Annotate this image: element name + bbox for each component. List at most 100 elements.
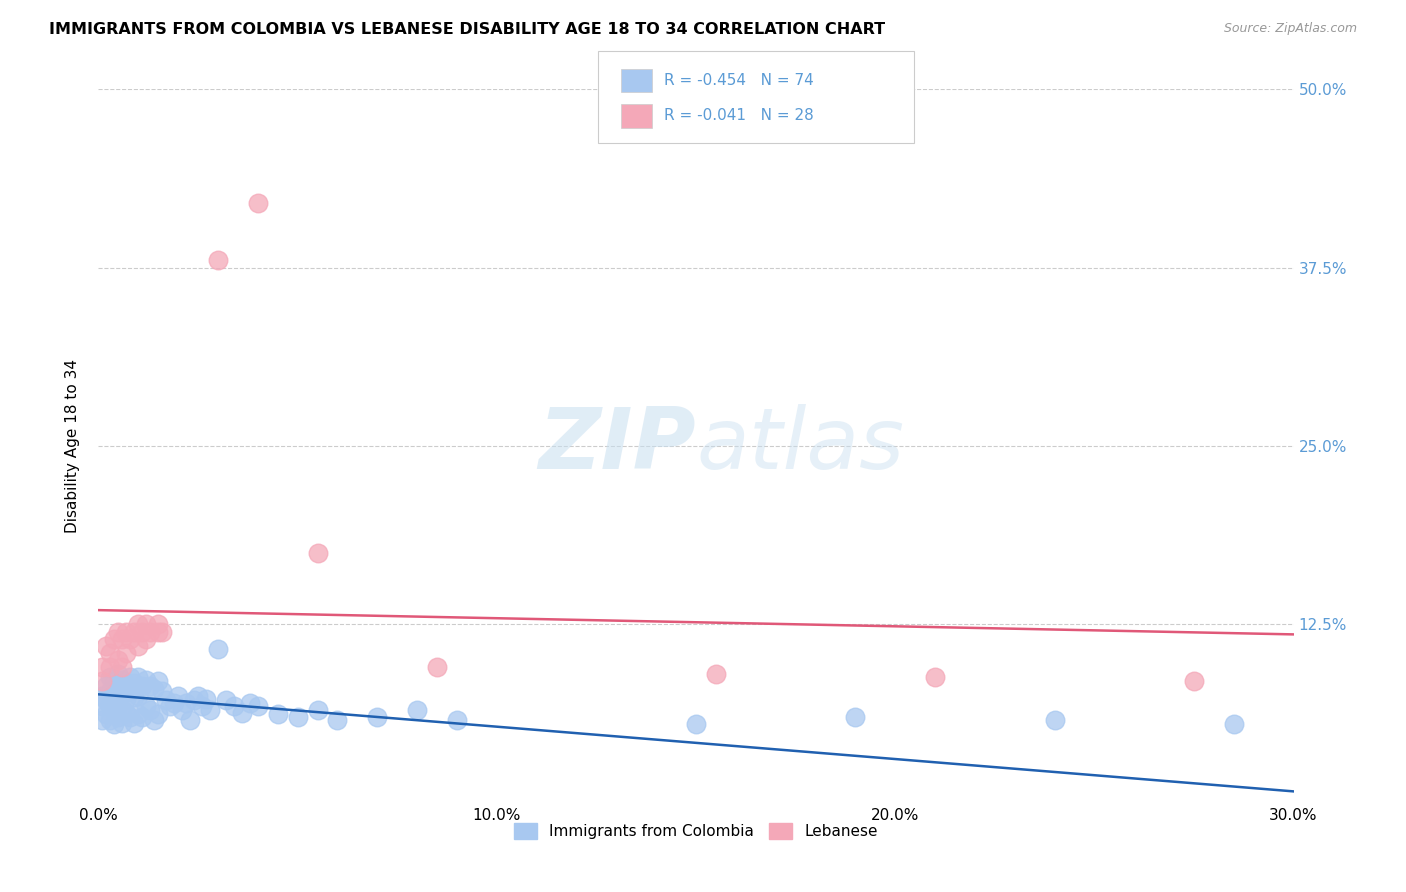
Point bbox=[107, 681, 129, 696]
Point bbox=[111, 673, 134, 687]
Point bbox=[150, 624, 173, 639]
Point bbox=[167, 689, 190, 703]
Point bbox=[91, 689, 114, 703]
Point bbox=[115, 677, 138, 691]
Y-axis label: Disability Age 18 to 34: Disability Age 18 to 34 bbox=[65, 359, 80, 533]
Point bbox=[198, 703, 221, 717]
Point bbox=[91, 660, 114, 674]
Point bbox=[127, 617, 149, 632]
Point bbox=[139, 703, 162, 717]
Point bbox=[127, 707, 149, 722]
Point bbox=[163, 696, 186, 710]
Point bbox=[135, 632, 157, 646]
Point bbox=[246, 698, 269, 713]
Point bbox=[103, 703, 125, 717]
Point bbox=[139, 679, 162, 693]
Point bbox=[131, 710, 153, 724]
Point bbox=[143, 713, 166, 727]
Point bbox=[159, 698, 181, 713]
Text: Source: ZipAtlas.com: Source: ZipAtlas.com bbox=[1223, 22, 1357, 36]
Point bbox=[98, 646, 122, 660]
Point bbox=[124, 715, 146, 730]
Point bbox=[215, 693, 238, 707]
Point bbox=[924, 670, 946, 684]
Point bbox=[148, 624, 170, 639]
Point bbox=[124, 690, 146, 705]
Point bbox=[148, 617, 170, 632]
Point bbox=[98, 660, 122, 674]
Point bbox=[131, 624, 153, 639]
Point bbox=[704, 667, 727, 681]
Point bbox=[103, 674, 125, 689]
Point bbox=[124, 676, 146, 690]
Point bbox=[91, 698, 114, 713]
Point bbox=[143, 681, 166, 696]
Point bbox=[446, 713, 468, 727]
Point bbox=[103, 632, 125, 646]
Point bbox=[287, 710, 309, 724]
Point bbox=[115, 646, 138, 660]
Point bbox=[120, 710, 142, 724]
Point bbox=[195, 691, 218, 706]
Point bbox=[135, 698, 157, 713]
Point bbox=[231, 706, 253, 720]
Point bbox=[179, 713, 201, 727]
Point bbox=[239, 696, 262, 710]
Point bbox=[107, 624, 129, 639]
Point bbox=[174, 696, 197, 710]
Point bbox=[111, 701, 134, 715]
Point bbox=[98, 698, 122, 713]
Point bbox=[111, 632, 134, 646]
Point bbox=[139, 624, 162, 639]
Point bbox=[366, 710, 388, 724]
Point bbox=[91, 674, 114, 689]
Text: ZIP: ZIP bbox=[538, 404, 696, 488]
Point bbox=[155, 693, 177, 707]
Point bbox=[1223, 717, 1246, 731]
Point bbox=[107, 653, 129, 667]
Point bbox=[120, 632, 142, 646]
Point bbox=[187, 689, 209, 703]
Point bbox=[127, 689, 149, 703]
Point bbox=[107, 667, 129, 681]
Point bbox=[98, 670, 122, 684]
Point bbox=[326, 713, 349, 727]
Point bbox=[150, 684, 173, 698]
Point bbox=[172, 703, 194, 717]
Point bbox=[103, 689, 125, 703]
Legend: Immigrants from Colombia, Lebanese: Immigrants from Colombia, Lebanese bbox=[508, 817, 884, 845]
Point bbox=[1182, 674, 1205, 689]
Point bbox=[207, 253, 229, 268]
Point bbox=[111, 660, 134, 674]
Point bbox=[115, 624, 138, 639]
Text: R = -0.454   N = 74: R = -0.454 N = 74 bbox=[664, 73, 814, 87]
Point bbox=[148, 707, 170, 722]
Point bbox=[115, 706, 138, 720]
Point bbox=[426, 660, 449, 674]
Point bbox=[406, 703, 429, 717]
Point bbox=[96, 679, 118, 693]
Point bbox=[222, 698, 245, 713]
Point bbox=[96, 693, 118, 707]
Point bbox=[127, 639, 149, 653]
Point bbox=[135, 617, 157, 632]
Point bbox=[127, 670, 149, 684]
Point bbox=[191, 698, 214, 713]
Point bbox=[135, 673, 157, 687]
Point bbox=[124, 624, 146, 639]
Point bbox=[120, 670, 142, 684]
Point bbox=[107, 710, 129, 724]
Point bbox=[246, 196, 269, 211]
Text: atlas: atlas bbox=[696, 404, 904, 488]
Point bbox=[131, 679, 153, 693]
Point bbox=[98, 684, 122, 698]
Text: R = -0.041   N = 28: R = -0.041 N = 28 bbox=[664, 109, 814, 123]
Point bbox=[307, 703, 329, 717]
Point bbox=[98, 713, 122, 727]
Point bbox=[307, 546, 329, 560]
Point bbox=[115, 691, 138, 706]
Point bbox=[183, 693, 205, 707]
Point bbox=[111, 687, 134, 701]
Point bbox=[685, 717, 707, 731]
Point bbox=[1043, 713, 1066, 727]
